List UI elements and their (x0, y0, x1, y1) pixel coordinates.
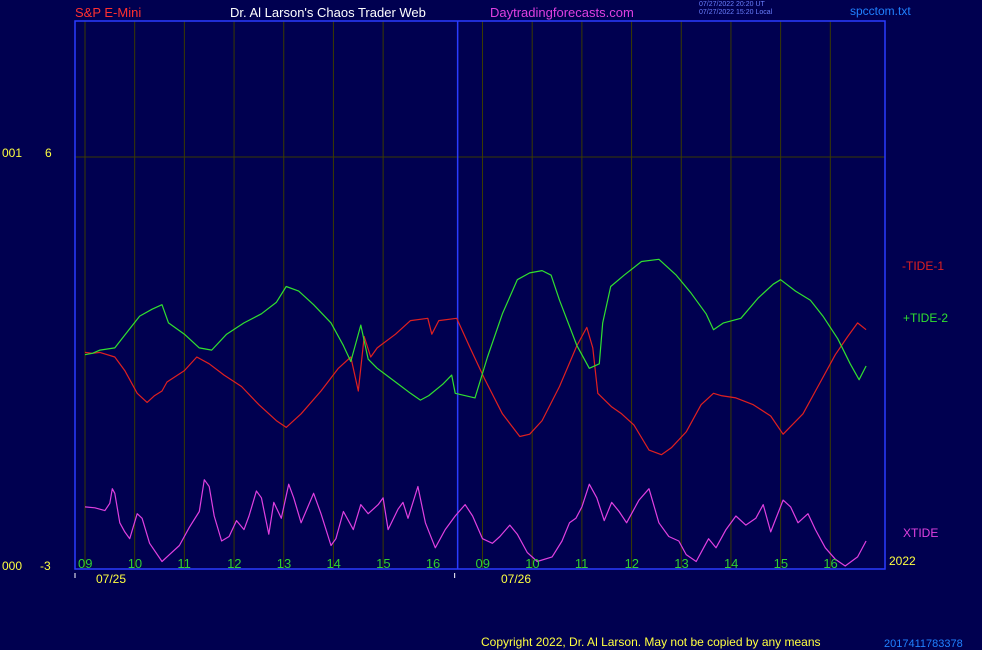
series-label-tide2: +TIDE-2 (903, 311, 949, 325)
date-label-2: 07/26 (501, 572, 532, 586)
hour-tick-label: 14 (326, 556, 340, 571)
vertical-hour-grid (84, 21, 831, 569)
series-label-tide1: -TIDE-1 (902, 259, 944, 273)
hour-tick-label: 11 (177, 556, 191, 571)
top-left-label: 001 (2, 146, 23, 160)
hour-tick-label: 13 (674, 556, 688, 571)
hour-tick-label: 15 (774, 556, 788, 571)
series-line-xtide (84, 479, 867, 567)
hour-tick-label: 10 (525, 556, 539, 571)
overlapped-timestamps: 2017411783378 (884, 638, 963, 650)
hour-tick-label: 09 (78, 556, 92, 571)
hour-tick-labels: 09 10 11 12 13 14 15 16 09 10 11 12 13 14 15 16 (78, 556, 838, 571)
instrument-title: S&P E-Mini (75, 5, 142, 20)
series-layer (84, 258, 867, 567)
hour-tick-label: 14 (724, 556, 738, 571)
y-top-value: 6 (45, 146, 52, 160)
hour-tick-label: 12 (227, 556, 241, 571)
y-bottom-value: -3 (40, 559, 51, 573)
hour-tick-label: 15 (376, 556, 390, 571)
series-line-tide-2 (84, 258, 867, 401)
hour-tick-label: 10 (128, 556, 142, 571)
series-line-tide-1 (84, 317, 867, 456)
data-file-name: spcctom.txt (850, 4, 911, 18)
date-label-1: 07/25 (96, 572, 127, 586)
site-title: Dr. Al Larson's Chaos Trader Web (230, 5, 426, 20)
hour-tick-label: 13 (277, 556, 291, 571)
bottom-left-label: 000 (2, 559, 23, 573)
plot-frame (74, 20, 886, 570)
series-label-xtide: XTIDE (903, 526, 939, 540)
timestamp-ut: 07/27/2022 20:20 UT (699, 1, 765, 8)
date-tick-marks (74, 573, 456, 578)
site-url-link[interactable]: Daytradingforecasts.com (490, 5, 634, 20)
copyright-notice: Copyright 2022, Dr. Al Larson. May not b… (481, 635, 821, 649)
hour-tick-label: 11 (575, 556, 589, 571)
hour-tick-label: 16 (426, 556, 440, 571)
hour-tick-label: 16 (823, 556, 837, 571)
year-label: 2022 (889, 554, 916, 568)
hour-tick-label: 12 (625, 556, 639, 571)
timestamp-local: 07/27/2022 15:20 Local (699, 9, 773, 16)
hour-tick-label: 09 (476, 556, 490, 571)
